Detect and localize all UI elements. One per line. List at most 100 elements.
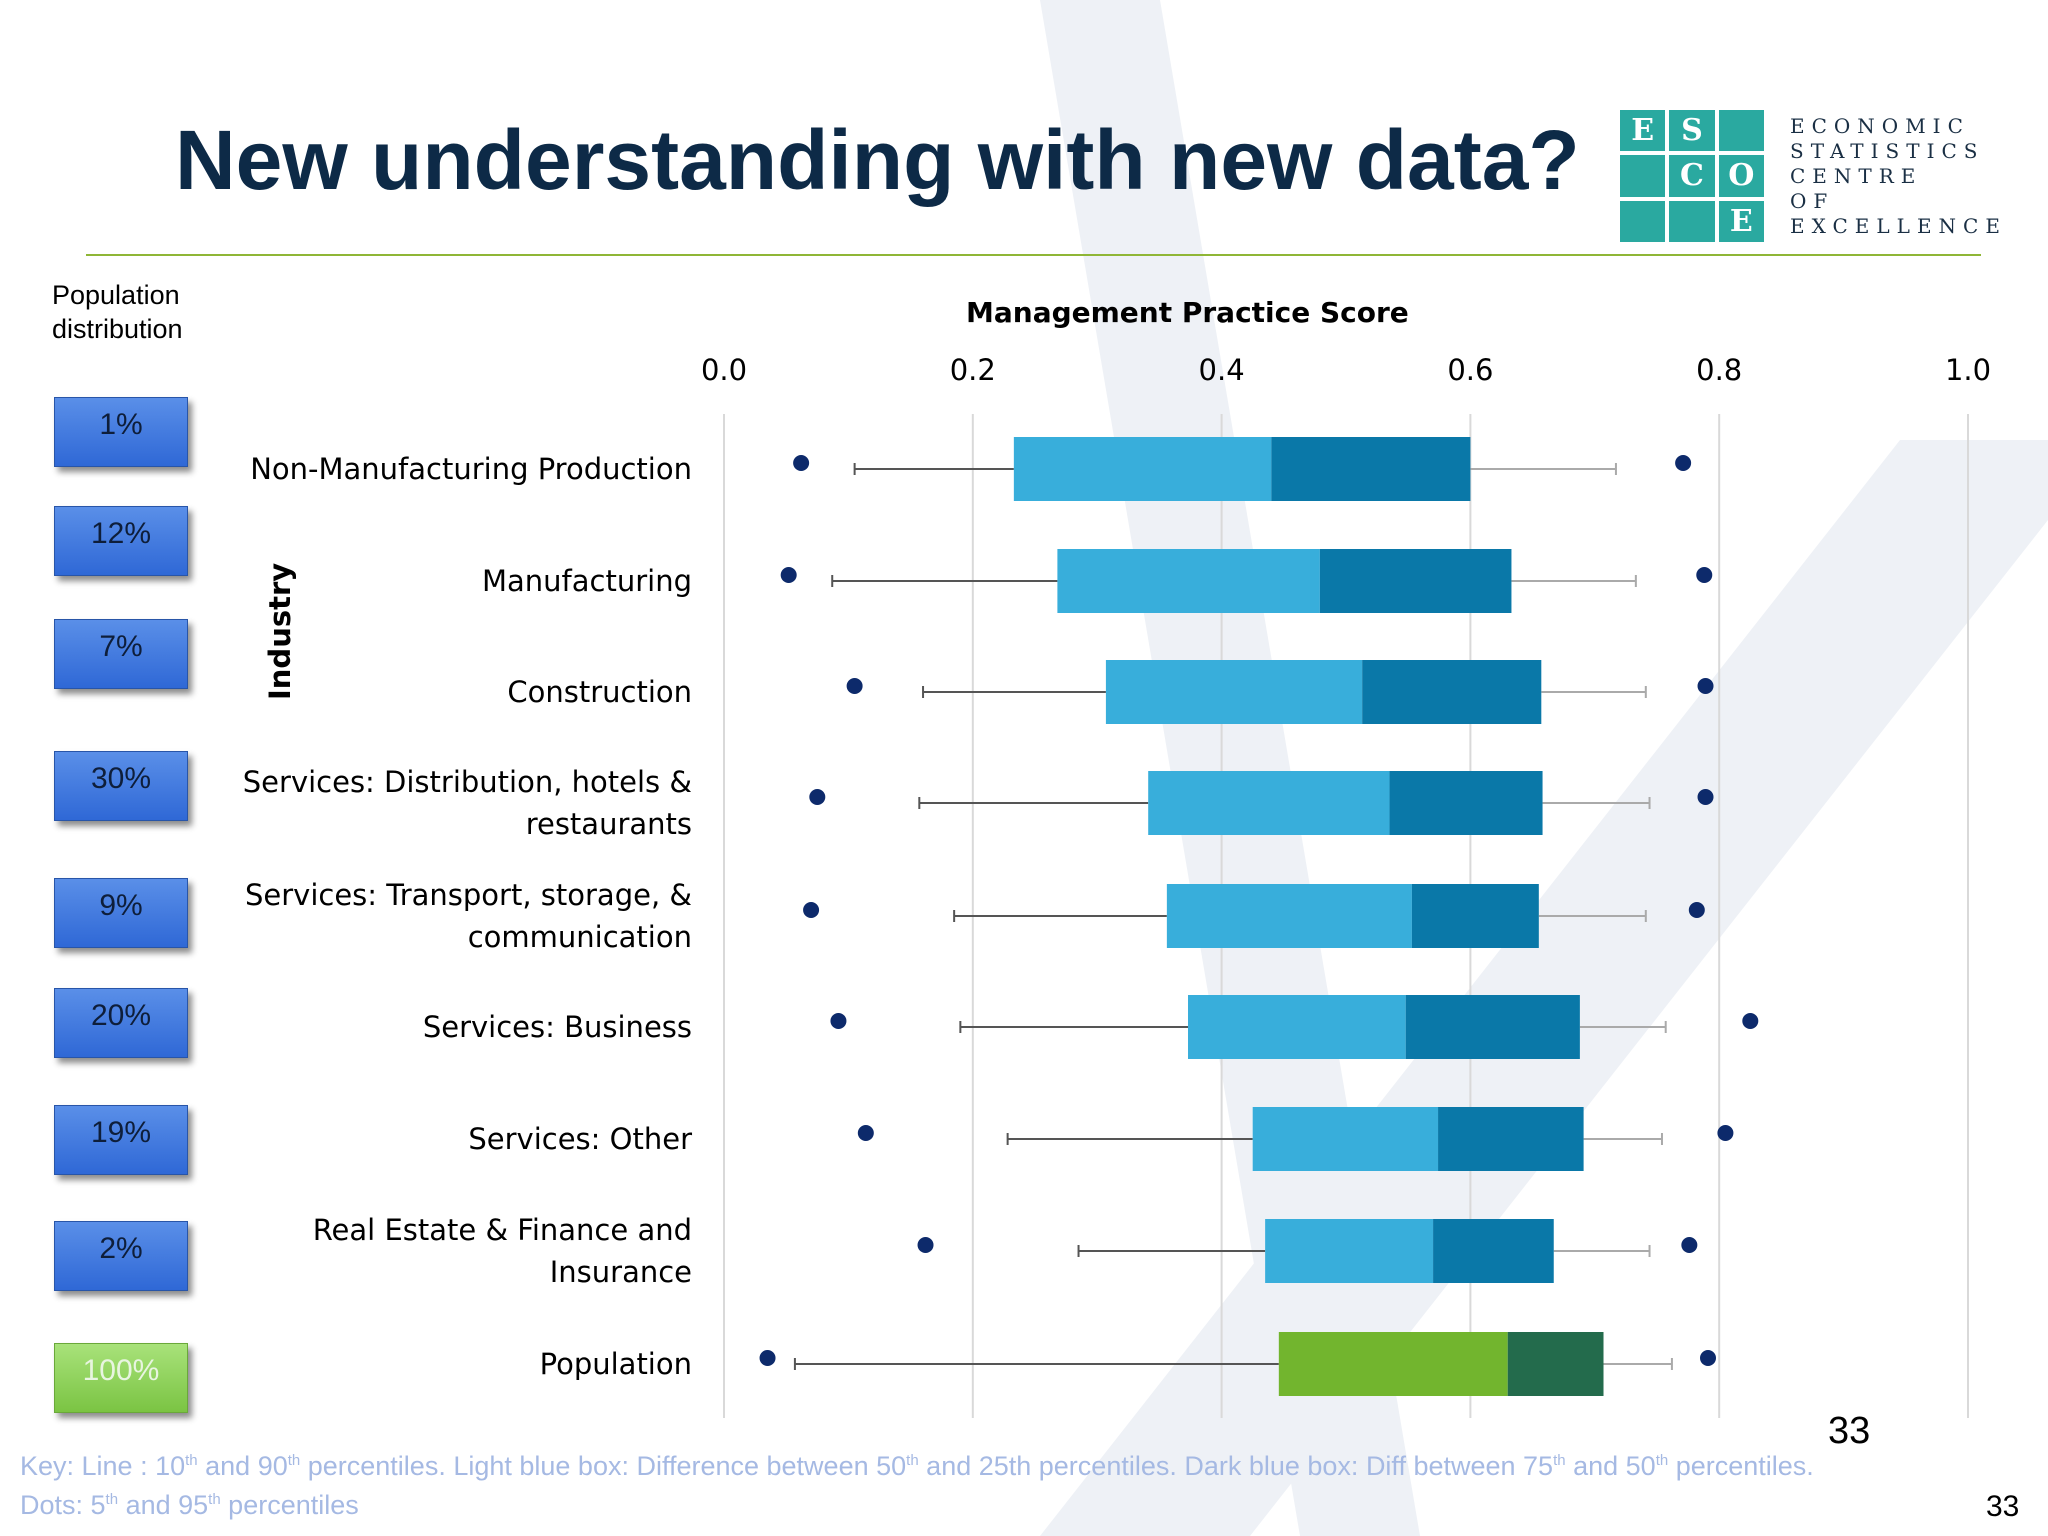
category-label: Services: Distribution, hotels & restaura… [243,761,692,845]
category-label-line: Population [539,1347,692,1381]
x-tick-label: 0.6 [1447,353,1493,387]
box-p25-p50 [1188,995,1406,1059]
escoe-logo: E S C O E ECONOMIC STATISTICS CENTRE OF … [1618,108,2018,248]
logo-letter: O [1716,153,1766,199]
key-line-2: Dots: 5th and 95th percentiles [20,1490,359,1520]
category-label-line: Insurance [549,1255,692,1289]
dot-p95 [1717,1125,1734,1141]
logo-line: OF [1790,189,1835,213]
dot-p95 [1675,455,1692,471]
box-p25-p50 [1148,771,1390,835]
category-label: Non-Manufacturing Production [250,448,692,490]
logo-line: ECONOMIC [1790,114,1970,138]
category-label-line: restaurants [525,807,692,841]
category-label: Construction [507,671,692,713]
category-label-line: Real Estate & Finance and [312,1213,692,1247]
logo-letter [1618,153,1668,199]
logo-letter: E [1716,198,1766,244]
logo-wordmark: ECONOMIC STATISTICS CENTRE OF EXCELLENCE [1790,114,2007,239]
population-badge-total: 100% [54,1343,188,1413]
box-p25-p50 [1013,437,1272,501]
category-label: Real Estate & Finance and Insurance [313,1209,692,1293]
x-tick-label: 0.0 [701,353,747,387]
dot-p95 [1697,789,1714,805]
page-number-corner: 33 [1986,1490,2020,1523]
x-tick-label: 0.2 [950,353,996,387]
dot-p95 [1742,1013,1759,1029]
box-p50-p75 [1362,660,1542,724]
category-label-line: Construction [507,675,692,709]
population-title-line: distribution [52,314,183,344]
dot-p5 [793,455,810,471]
category-label-line: communication [467,920,692,954]
category-label: Services: Business [423,1006,692,1048]
box-p50-p75 [1271,437,1471,501]
x-tick-label: 0.8 [1696,353,1742,387]
population-badge: 2% [54,1221,188,1291]
dot-p5 [846,678,863,694]
dot-p95 [1681,1237,1698,1253]
dot-p95 [1700,1350,1717,1366]
box-p25-p50 [1252,1107,1439,1171]
box-p25-p50 [1057,549,1320,613]
dot-p5 [857,1125,874,1141]
population-distribution-title: Population distribution [52,278,183,346]
logo-line: EXCELLENCE [1790,214,2007,238]
logo-letter [1667,198,1717,244]
dot-p5 [759,1350,776,1366]
category-label: Manufacturing [482,560,692,602]
logo-letter [1716,108,1766,154]
title-divider [86,254,1981,256]
box-p25-p50 [1278,1332,1508,1396]
category-label-line: Services: Other [468,1122,692,1156]
dot-p95 [1697,678,1714,694]
logo-line: STATISTICS [1790,139,1985,163]
x-tick-label: 1.0 [1945,353,1991,387]
chart-key: Key: Line : 10th and 90th percentiles. L… [20,1444,1814,1522]
population-badge: 19% [54,1105,188,1175]
box-p25-p50 [1166,884,1412,948]
box-p25-p50 [1105,660,1363,724]
box-p50-p75 [1405,995,1580,1059]
page-title: New understanding with new data? [175,113,1580,207]
population-badge: 1% [54,397,188,467]
dot-p95 [1688,902,1705,918]
dot-p5 [917,1237,934,1253]
box-p50-p75 [1319,549,1512,613]
category-label: Services: Transport, storage, & communica… [245,874,692,958]
box-p50-p75 [1389,771,1543,835]
population-badge: 12% [54,506,188,576]
logo-letter [1618,198,1668,244]
logo-letter: S [1667,108,1717,154]
dot-p95 [1696,567,1713,583]
box-p50-p75 [1507,1332,1604,1396]
category-label-line: Services: Business [422,1010,692,1044]
box-p50-p75 [1433,1219,1554,1283]
box-p50-p75 [1411,884,1539,948]
logo-grid: E S C O E [1618,108,1766,244]
category-label: Services: Other [468,1118,692,1160]
population-badge: 7% [54,619,188,689]
dot-p5 [780,567,797,583]
category-label-line: Non-Manufacturing Production [250,452,692,486]
population-title-line: Population [52,280,180,310]
logo-letter: C [1667,153,1717,199]
category-label-line: Manufacturing [482,564,692,598]
dot-p5 [803,902,820,918]
population-badge: 30% [54,751,188,821]
x-tick-label: 0.4 [1199,353,1245,387]
page-number: 33 [1828,1410,1871,1452]
box-p25-p50 [1265,1219,1434,1283]
dot-p5 [830,1013,847,1029]
logo-letter: E [1618,108,1668,154]
key-line-1: Key: Line : 10th and 90th percentiles. L… [20,1451,1814,1481]
category-label-line: Services: Distribution, hotels & [242,765,692,799]
category-label: Population [540,1343,692,1385]
logo-line: CENTRE [1790,164,1923,188]
category-label-line: Services: Transport, storage, & [244,878,692,912]
box-p50-p75 [1438,1107,1584,1171]
population-badge: 9% [54,878,188,948]
dot-p5 [809,789,826,805]
x-axis-title: Management Practice Score [966,296,1409,329]
